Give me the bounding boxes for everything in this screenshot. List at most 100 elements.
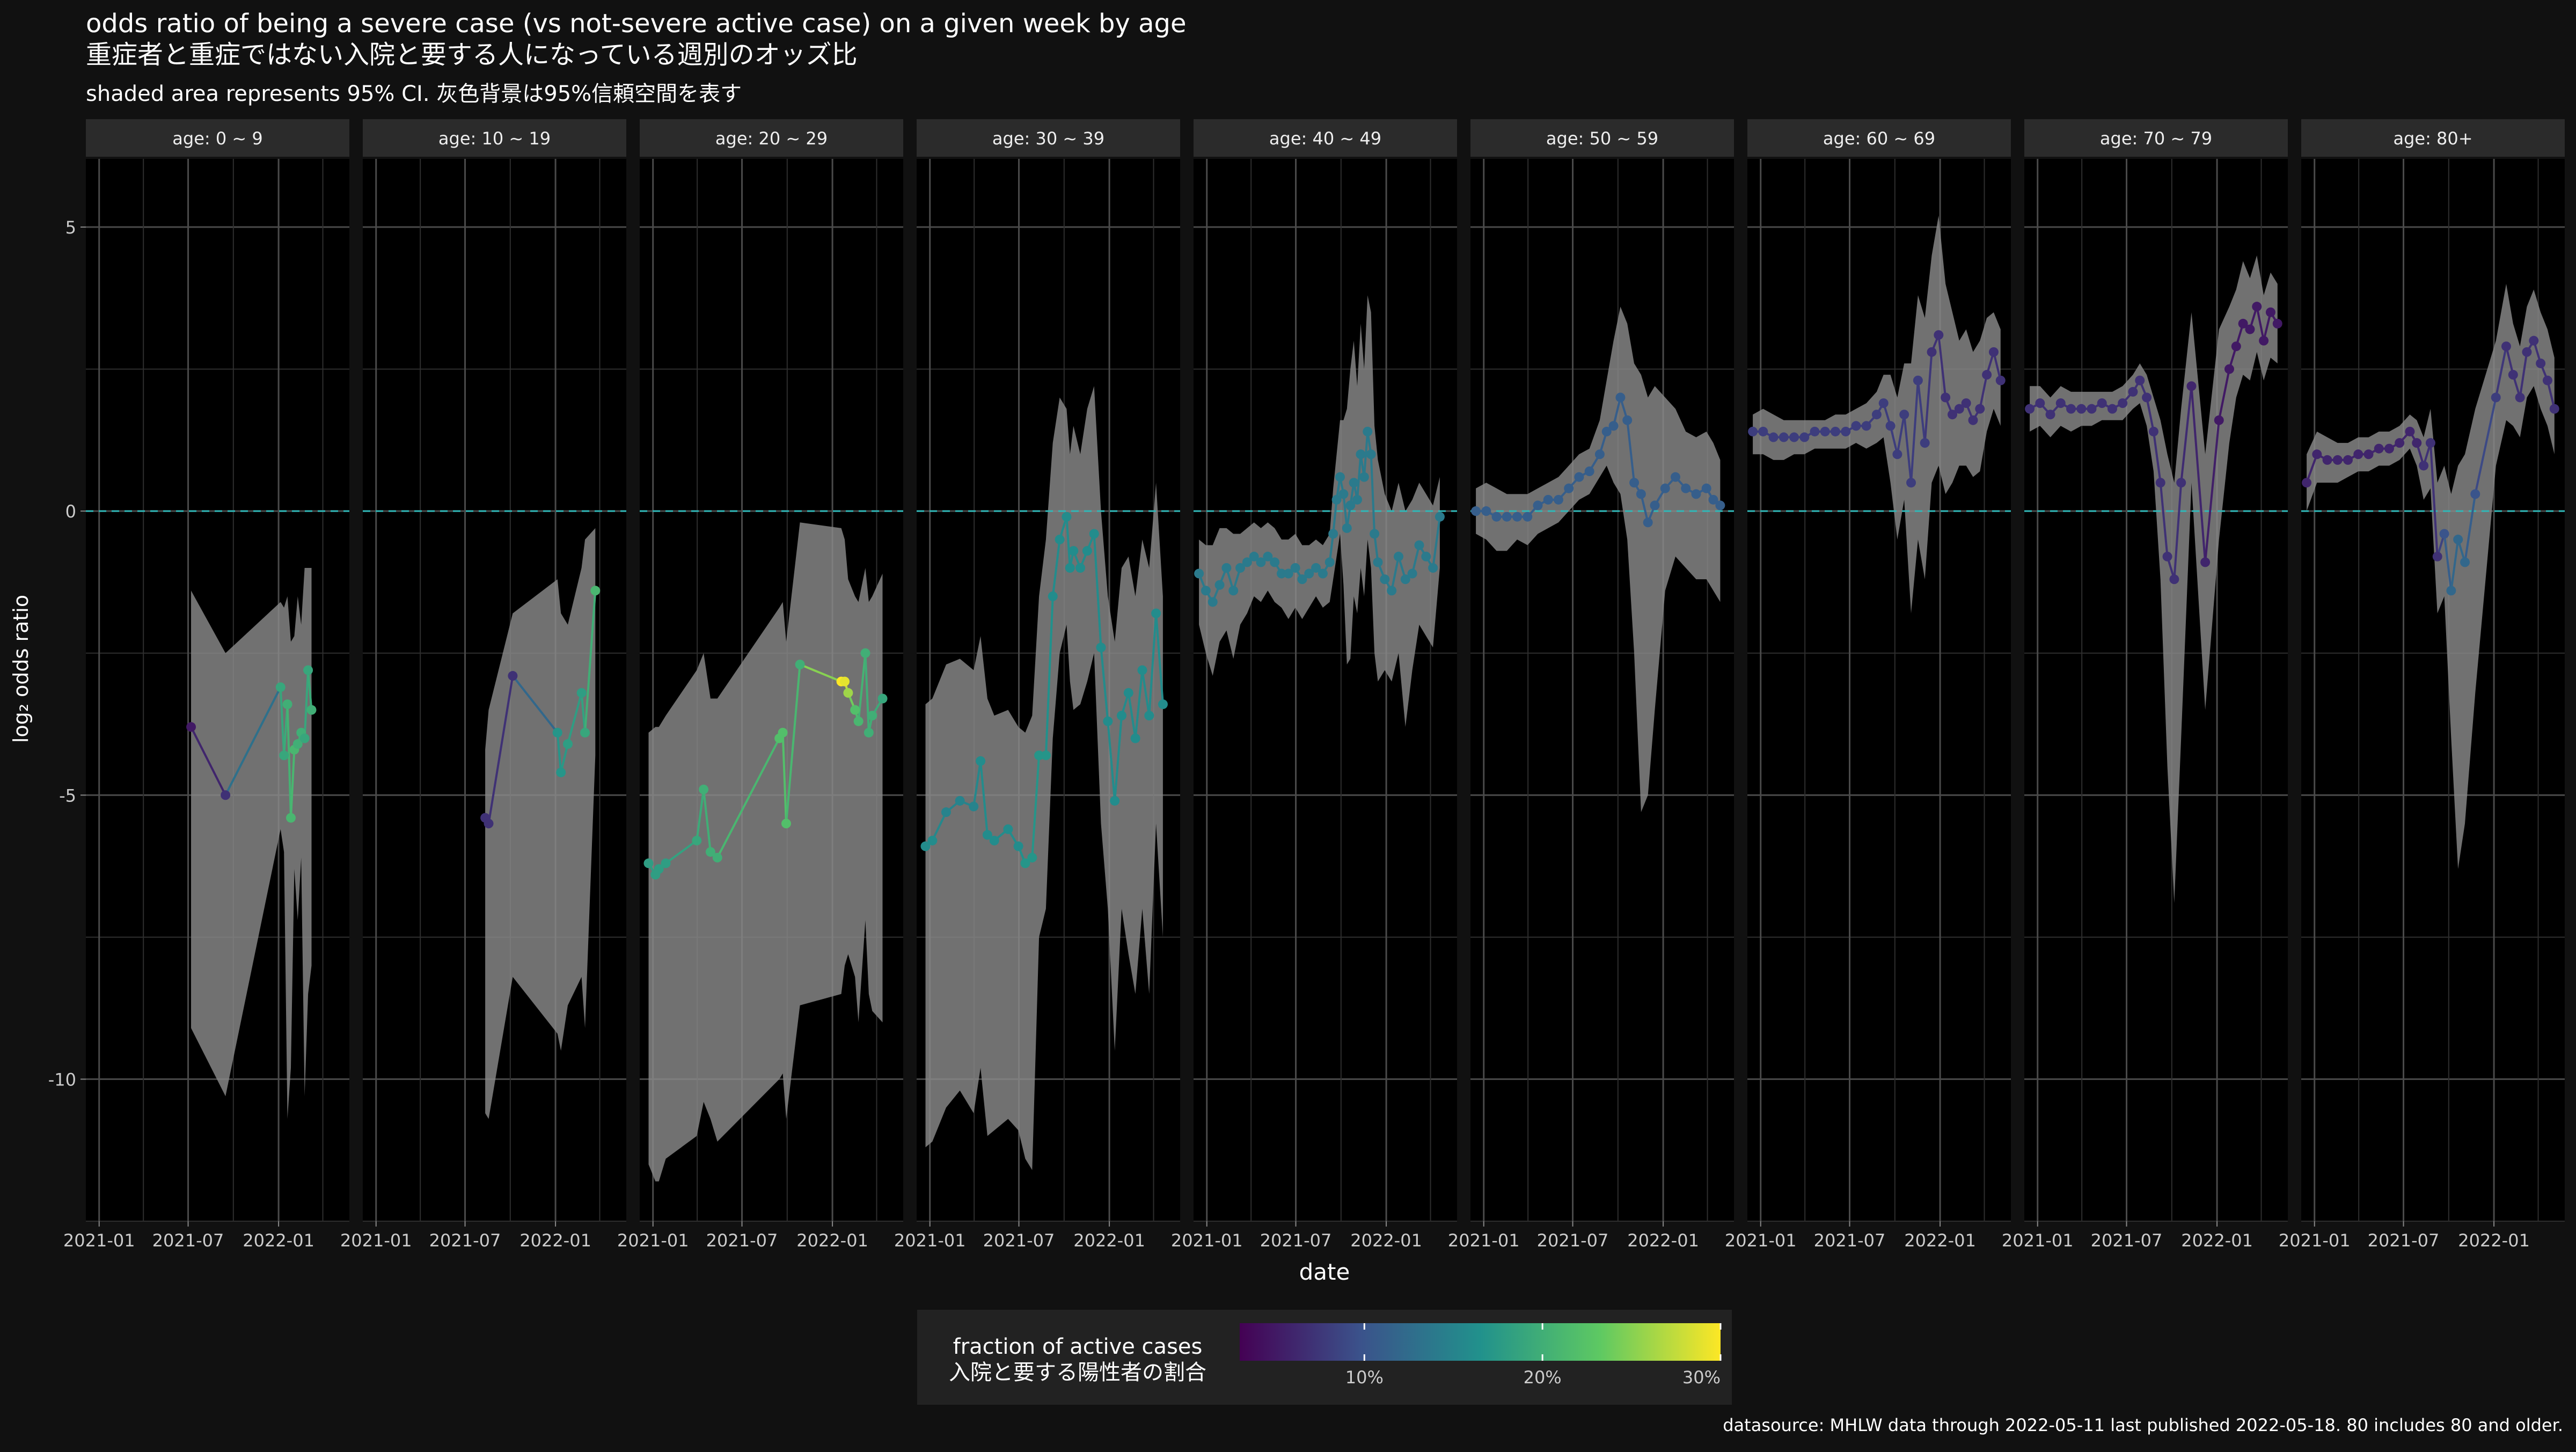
x-tick-label: 2021-01 [63, 1230, 135, 1251]
data-point [306, 705, 317, 715]
data-point [1758, 426, 1768, 436]
series-line-segment [1363, 431, 1369, 477]
series-line-segment [665, 840, 698, 864]
data-point [1947, 410, 1957, 420]
data-point [552, 727, 562, 738]
data-point [2162, 551, 2172, 561]
data-point [1137, 665, 1147, 675]
data-point [1338, 489, 1349, 499]
data-point [867, 711, 877, 721]
data-point [2425, 438, 2435, 448]
data-point [1370, 529, 1380, 539]
y-tick-label: 0 [65, 501, 76, 522]
x-tick-label: 2021-07 [429, 1230, 501, 1251]
data-point [969, 801, 979, 812]
data-point [1968, 415, 1978, 425]
x-tick-label: 2022-01 [2181, 1230, 2253, 1251]
data-point [1387, 586, 1397, 596]
data-point [1208, 597, 1218, 607]
facet-label: age: 40 ~ 49 [1269, 128, 1381, 149]
facet-strip [1194, 119, 1457, 157]
data-point [1414, 540, 1424, 550]
series-line-segment [2263, 312, 2272, 341]
data-point [576, 688, 587, 698]
data-point [1214, 580, 1225, 590]
data-point [1366, 449, 1376, 459]
data-point [1242, 557, 1252, 567]
data-point [2076, 404, 2087, 414]
ci-band [925, 386, 1163, 1170]
data-point [1041, 750, 1051, 761]
data-point [1283, 568, 1293, 579]
data-point [1681, 483, 1691, 493]
data-point [1810, 426, 1820, 436]
data-point [1861, 421, 1871, 431]
colorbar-legend: fraction of active cases 入院と要する陽性者の割合 10… [917, 1310, 1732, 1405]
ci-band [2307, 283, 2555, 869]
data-point [2128, 386, 2138, 397]
data-point [2118, 398, 2128, 408]
data-point [2107, 404, 2117, 414]
data-point [1553, 494, 1563, 505]
data-point [2363, 449, 2374, 459]
colorbar-gradient [1240, 1323, 1721, 1361]
data-point [2066, 404, 2076, 414]
data-point [299, 733, 310, 743]
data-point [2265, 307, 2275, 317]
data-point [1116, 711, 1126, 721]
data-point [778, 727, 788, 738]
data-point [1356, 449, 1366, 459]
facet-strip [1470, 119, 1734, 157]
series-line-segment [1979, 374, 1988, 410]
x-tick-label: 2021-01 [2279, 1230, 2351, 1251]
data-point [2155, 478, 2165, 488]
colorbar-title: fraction of active cases [953, 1334, 1203, 1359]
data-point [2186, 381, 2197, 391]
series-line-segment [1612, 397, 1622, 426]
data-point [1055, 535, 1065, 545]
series-line-segment [1065, 516, 1071, 568]
data-point [1608, 421, 1619, 431]
series-line-segment [1044, 596, 1054, 756]
series-line-segment [799, 663, 842, 683]
data-point [2501, 341, 2511, 352]
data-point [2536, 358, 2546, 368]
data-point [1400, 574, 1410, 585]
data-point [2259, 335, 2269, 346]
data-point [1871, 410, 1882, 420]
data-point [853, 716, 863, 726]
x-tick-label: 2021-07 [2368, 1230, 2440, 1251]
data-point [1089, 529, 1099, 539]
data-point [1034, 750, 1044, 761]
data-point [286, 813, 296, 823]
data-point [1380, 574, 1390, 585]
series-line-segment [279, 687, 286, 756]
data-point [976, 756, 986, 766]
data-point [2252, 302, 2262, 312]
series-line-segment [2152, 431, 2162, 483]
series-line-segment [931, 812, 947, 841]
data-point [1779, 432, 1789, 442]
series-line-segment [1432, 516, 1441, 568]
data-point [562, 739, 573, 749]
data-point [2491, 392, 2501, 403]
ci-band [648, 522, 883, 1181]
series-line-segment [511, 675, 559, 734]
series-line-segment [785, 664, 801, 824]
facet-panel: age: 0 ~ 9 2021-01 2021-07 2022-01 [63, 119, 349, 1251]
facet-label: age: 70 ~ 79 [2100, 128, 2212, 149]
series-line-segment [2429, 443, 2439, 557]
facet-panel: age: 20 ~ 29 2021-01 2021-07 2022-01 [617, 119, 903, 1251]
series-line-segment [560, 743, 569, 773]
data-point [1048, 591, 1058, 601]
data-point [1130, 733, 1140, 743]
data-point [1342, 523, 1352, 533]
data-point [1491, 512, 1502, 522]
series-line-segment [2546, 380, 2556, 410]
series-line-segment [307, 670, 313, 710]
data-point [1512, 512, 1523, 522]
data-point [1069, 546, 1079, 556]
data-point [2238, 318, 2248, 329]
data-point [1954, 404, 1964, 414]
